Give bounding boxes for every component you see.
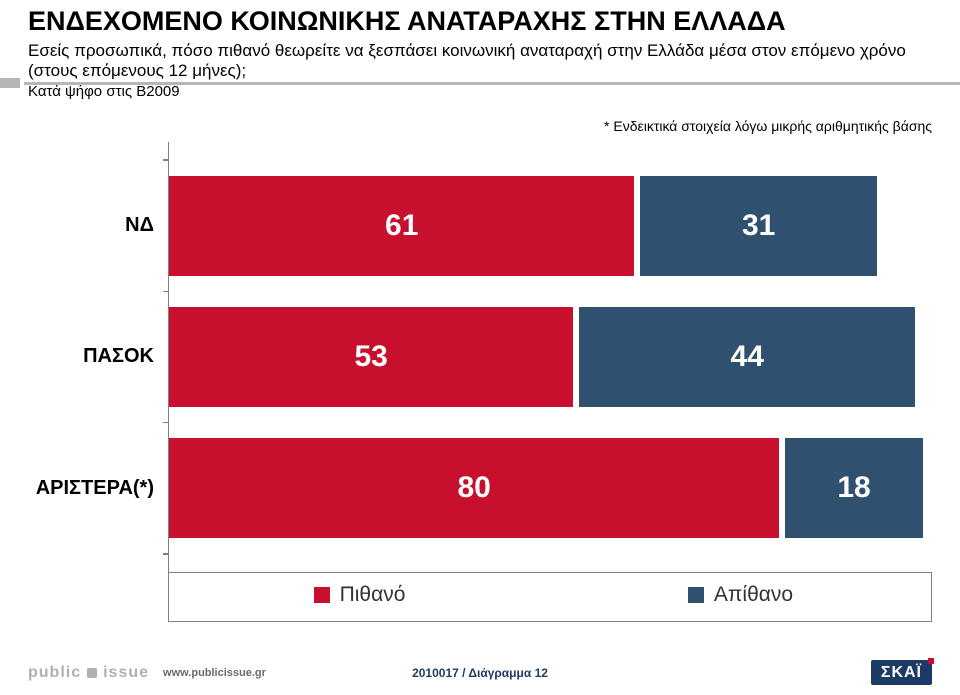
bar-row: 8018 xyxy=(169,438,932,538)
legend-item: Πιθανό xyxy=(169,583,550,607)
skai-logo: ΣΚΑΪ xyxy=(871,660,932,685)
bar-segment: 18 xyxy=(785,438,922,538)
row-label: ΠΑΣΟΚ xyxy=(28,345,168,368)
bar-segment: 53 xyxy=(169,307,573,407)
bar-segment: 61 xyxy=(169,176,634,276)
plot-inner: 6131 5344 8018 xyxy=(169,142,932,572)
legend: Πιθανό Απίθανο xyxy=(168,572,932,622)
row-label: ΑΡΙΣΤΕΡΑ(*) xyxy=(28,477,168,500)
legend-item: Απίθανο xyxy=(550,583,931,607)
chart: ΝΔ ΠΑΣΟΚ ΑΡΙΣΤΕΡΑ(*) 6131 5344 8018 xyxy=(28,142,932,572)
bar-segment: 80 xyxy=(169,438,779,538)
legend-swatch-icon xyxy=(314,587,330,603)
page-title: ΕΝΔΕΧΟΜΕΝΟ ΚΟΙΝΩΝΙΚΗΣ ΑΝΑΤΑΡΑΧΗΣ ΣΤΗΝ ΕΛ… xyxy=(28,6,932,37)
footnote: * Ενδεικτικά στοιχεία λόγω μικρής αριθμη… xyxy=(28,118,932,134)
legend-label: Απίθανο xyxy=(714,583,793,607)
publicissue-logo: public issue xyxy=(28,664,149,682)
axis-tick xyxy=(163,159,169,161)
bar-segment: 44 xyxy=(579,307,915,407)
subtitle-line1: Εσείς προσωπικά, πόσο πιθανό θεωρείτε να… xyxy=(28,41,932,81)
legend-label: Πιθανό xyxy=(340,583,406,607)
subtitle-line2: Κατά ψήφο στις Β2009 xyxy=(28,83,932,100)
logo-dot-icon xyxy=(87,668,97,678)
plot-area: 6131 5344 8018 xyxy=(168,142,932,572)
page: ΕΝΔΕΧΟΜΕΝΟ ΚΟΙΝΩΝΙΚΗΣ ΑΝΑΤΑΡΑΧΗΣ ΣΤΗΝ ΕΛ… xyxy=(0,0,960,695)
diagram-number: 2010017 / Διάγραμμα 12 xyxy=(412,666,548,680)
row-labels: ΝΔ ΠΑΣΟΚ ΑΡΙΣΤΕΡΑ(*) xyxy=(28,142,168,572)
bar-segment: 31 xyxy=(640,176,877,276)
title-marker xyxy=(0,78,20,88)
footer: public issue www.publicissue.gr 2010017 … xyxy=(28,660,932,685)
logo-word-public: public xyxy=(28,664,81,682)
axis-tick xyxy=(163,422,169,424)
axis-tick xyxy=(163,291,169,293)
axis-tick xyxy=(163,553,169,555)
footer-url: www.publicissue.gr xyxy=(163,667,266,679)
legend-swatch-icon xyxy=(688,587,704,603)
bar-row: 5344 xyxy=(169,307,932,407)
row-label: ΝΔ xyxy=(28,214,168,237)
bar-row: 6131 xyxy=(169,176,932,276)
title-rule xyxy=(24,82,960,85)
logo-word-issue: issue xyxy=(103,664,149,682)
title-block: ΕΝΔΕΧΟΜΕΝΟ ΚΟΙΝΩΝΙΚΗΣ ΑΝΑΤΑΡΑΧΗΣ ΣΤΗΝ ΕΛ… xyxy=(28,6,932,100)
